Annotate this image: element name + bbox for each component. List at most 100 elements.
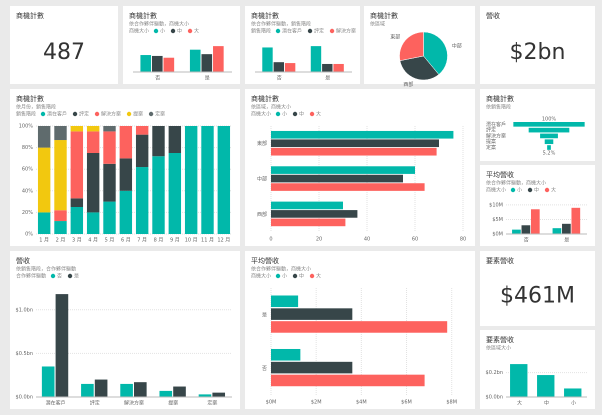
bar bbox=[273, 62, 285, 72]
y-tick-label: 否 bbox=[262, 366, 267, 372]
x-tick-label: 是 bbox=[325, 76, 330, 82]
bar bbox=[134, 382, 147, 397]
y-tick-label: $10M bbox=[489, 202, 503, 208]
tile-subtitle: 依區域 bbox=[370, 21, 385, 28]
legend-marker bbox=[153, 28, 159, 34]
x-tick-label: 8 月 bbox=[154, 238, 164, 244]
tile-title: 商機計數 bbox=[16, 94, 44, 103]
legend-label: 小 bbox=[517, 187, 522, 194]
bar bbox=[163, 57, 175, 72]
legend-marker bbox=[544, 187, 550, 193]
bar-segment bbox=[217, 126, 231, 234]
x-tick-label: 10 月 bbox=[185, 238, 198, 244]
y-tick-label: 是 bbox=[262, 312, 267, 318]
x-tick-label: 2 月 bbox=[56, 238, 66, 244]
bar bbox=[333, 63, 344, 72]
y-tick-label: $0.5bn bbox=[16, 351, 33, 357]
funnel-bar bbox=[513, 122, 585, 127]
y-tick-label: 西部 bbox=[257, 211, 267, 218]
legend-marker bbox=[275, 28, 281, 34]
x-tick-label: 評定 bbox=[90, 400, 100, 407]
x-tick-label: 0 bbox=[269, 237, 272, 243]
bar bbox=[271, 174, 403, 183]
x-tick-label: 1 月 bbox=[39, 238, 49, 244]
y-tick-label: $0.0bn bbox=[486, 395, 503, 401]
legend-title: 合作夥伴驅動 bbox=[16, 273, 46, 280]
x-tick-label: 60 bbox=[412, 237, 418, 243]
tile-title: 商機計數 bbox=[486, 94, 514, 103]
slice-label: 西部 bbox=[403, 81, 413, 88]
card-value: $461M bbox=[500, 284, 575, 309]
pie-slice bbox=[423, 31, 448, 75]
bar bbox=[537, 375, 555, 397]
bar bbox=[552, 228, 562, 234]
bar bbox=[271, 295, 299, 308]
funnel-bar bbox=[540, 133, 558, 139]
x-tick-label: 是 bbox=[564, 238, 569, 244]
tile-title: 商機計數 bbox=[251, 11, 279, 20]
legend-label: 大 bbox=[316, 273, 321, 280]
legend-marker bbox=[40, 111, 46, 117]
bar-segment bbox=[54, 210, 67, 222]
y-tick-label: 20% bbox=[22, 210, 33, 216]
bar bbox=[94, 379, 108, 397]
bar bbox=[510, 364, 528, 397]
y-tick-label: 100% bbox=[19, 124, 34, 130]
tile-subtitle: 依合作夥伴驅動，商機大小 bbox=[251, 266, 311, 273]
funnel-label: 潛在客戶 bbox=[486, 121, 506, 128]
bar-segment bbox=[119, 158, 133, 191]
bar-segment bbox=[70, 198, 84, 207]
bar bbox=[201, 54, 213, 72]
card-value: 487 bbox=[43, 40, 85, 65]
x-tick-label: 潛在客戶 bbox=[46, 400, 66, 407]
x-tick-label: 提案 bbox=[168, 400, 178, 407]
x-tick-label: $6M bbox=[401, 400, 412, 406]
legend-label: 中 bbox=[299, 273, 304, 280]
bar bbox=[271, 348, 301, 361]
legend-title: 商機大小 bbox=[251, 273, 271, 280]
legend-label: 解決方案 bbox=[336, 28, 356, 35]
x-tick-label: 11 月 bbox=[201, 238, 214, 244]
funnel-bar bbox=[528, 127, 570, 133]
legend-label: 中 bbox=[177, 28, 182, 35]
tile-title: 商機計數 bbox=[251, 94, 279, 103]
y-tick-label: 中部 bbox=[257, 176, 267, 183]
y-tick-label: 60% bbox=[22, 167, 33, 173]
legend-label: 提案 bbox=[133, 111, 143, 118]
bar-segment bbox=[135, 167, 149, 234]
value-label: 100% bbox=[542, 117, 557, 123]
funnel-label: 評定 bbox=[486, 127, 496, 134]
bar bbox=[213, 46, 224, 72]
bar-segment bbox=[103, 126, 116, 132]
legend-marker bbox=[292, 111, 298, 117]
legend-label: 小 bbox=[160, 28, 165, 35]
tile-title: 營收 bbox=[486, 11, 500, 20]
bar bbox=[564, 388, 582, 397]
y-tick-label: 40% bbox=[22, 188, 33, 194]
legend-label: 是 bbox=[74, 274, 79, 280]
bar bbox=[262, 47, 273, 72]
bar-segment bbox=[135, 134, 149, 168]
legend-label: 解決方案 bbox=[101, 111, 121, 118]
legend-title: 銷售階段 bbox=[251, 28, 271, 35]
legend-marker bbox=[50, 273, 56, 279]
y-tick-label: $0.2bn bbox=[486, 370, 503, 376]
bar bbox=[198, 394, 212, 397]
funnel-label: 解決方案 bbox=[486, 132, 506, 139]
bar-segment bbox=[135, 126, 149, 135]
legend-marker bbox=[275, 273, 281, 279]
bar bbox=[81, 383, 94, 397]
bar-segment bbox=[103, 201, 116, 234]
bar-segment bbox=[119, 190, 133, 234]
x-tick-label: 否 bbox=[155, 76, 160, 82]
bar bbox=[41, 366, 55, 397]
bar bbox=[271, 321, 448, 333]
legend-marker bbox=[309, 273, 315, 279]
x-tick-label: 5 月 bbox=[105, 238, 115, 244]
y-tick-label: $0.0bn bbox=[16, 395, 33, 401]
y-tick-label: 80% bbox=[22, 145, 33, 151]
bar-segment bbox=[119, 126, 133, 159]
y-tick-label: 0% bbox=[25, 232, 33, 238]
x-tick-label: 定案 bbox=[207, 400, 217, 407]
